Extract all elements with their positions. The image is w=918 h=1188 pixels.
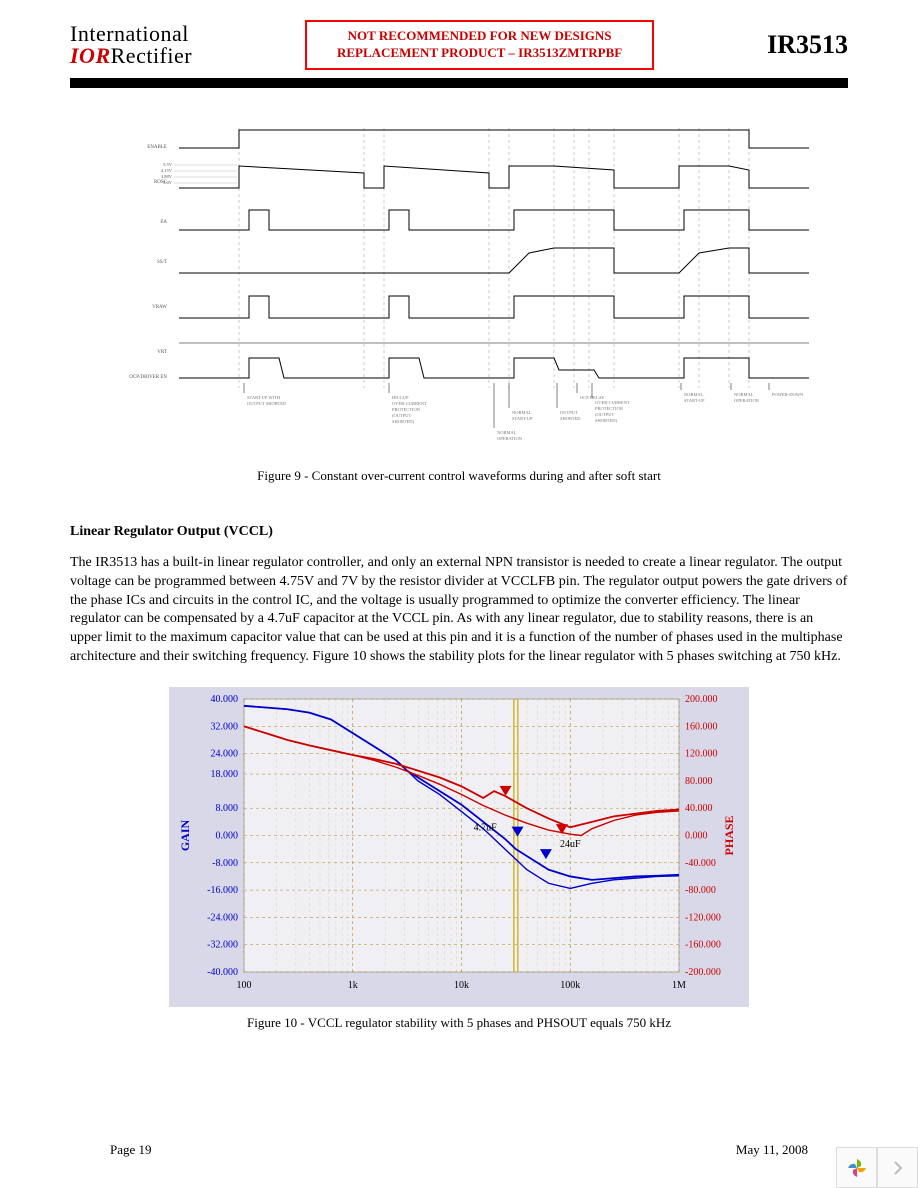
svg-text:-200.000: -200.000 bbox=[685, 967, 721, 978]
svg-text:OVER-CURRENT: OVER-CURRENT bbox=[392, 401, 427, 406]
footer-date: May 11, 2008 bbox=[736, 1142, 808, 1158]
warning-line2: REPLACEMENT PRODUCT – IR3513ZMTRPBF bbox=[337, 45, 622, 62]
svg-text:ROSC: ROSC bbox=[154, 180, 168, 185]
svg-text:1M: 1M bbox=[672, 980, 686, 991]
svg-text:40.000: 40.000 bbox=[211, 694, 239, 705]
figure9-caption: Figure 9 - Constant over-current control… bbox=[70, 468, 848, 484]
svg-text:5.5V: 5.5V bbox=[163, 162, 173, 167]
svg-text:OUTPUT: OUTPUT bbox=[560, 410, 578, 415]
svg-text:NORMAL: NORMAL bbox=[734, 392, 754, 397]
svg-text:NORMAL: NORMAL bbox=[684, 392, 704, 397]
svg-text:-40.000: -40.000 bbox=[207, 967, 238, 978]
svg-text:-8.000: -8.000 bbox=[212, 858, 238, 869]
svg-text:100: 100 bbox=[237, 980, 252, 991]
svg-text:OPERATION: OPERATION bbox=[497, 436, 523, 441]
svg-text:8.000: 8.000 bbox=[216, 803, 239, 814]
svg-text:PROTECTION: PROTECTION bbox=[595, 406, 624, 411]
svg-text:SHORTED): SHORTED) bbox=[595, 418, 617, 423]
svg-text:START-UP: START-UP bbox=[684, 398, 705, 403]
svg-text:32.000: 32.000 bbox=[211, 721, 239, 732]
svg-text:1k: 1k bbox=[348, 980, 358, 991]
header-row: International IORRectifier NOT RECOMMEND… bbox=[70, 20, 848, 70]
svg-text:3.88V: 3.88V bbox=[161, 174, 173, 179]
warning-line1: NOT RECOMMENDED FOR NEW DESIGNS bbox=[337, 28, 622, 45]
svg-text:-80.000: -80.000 bbox=[685, 885, 716, 896]
svg-text:GAIN: GAIN bbox=[178, 820, 192, 852]
svg-text:-32.000: -32.000 bbox=[207, 940, 238, 951]
corner-icons bbox=[836, 1147, 918, 1188]
svg-text:VRAW: VRAW bbox=[152, 305, 167, 310]
svg-text:200.000: 200.000 bbox=[685, 694, 718, 705]
logo-text-line1: International bbox=[70, 23, 192, 45]
svg-text:100k: 100k bbox=[560, 980, 580, 991]
svg-text:0.000: 0.000 bbox=[685, 831, 708, 842]
svg-text:4.7uF: 4.7uF bbox=[474, 823, 498, 834]
figure10-chart: 40.000 32.000 24.000 18.000 8.000 0.000 -8.000… bbox=[169, 687, 749, 1007]
svg-text:40.000: 40.000 bbox=[685, 803, 713, 814]
svg-text:120.000: 120.000 bbox=[685, 749, 718, 760]
svg-text:START-UP: START-UP bbox=[512, 416, 533, 421]
svg-text:0.000: 0.000 bbox=[216, 831, 239, 842]
svg-text:OUTPUT SHORTED: OUTPUT SHORTED bbox=[247, 401, 287, 406]
svg-text:4.15V: 4.15V bbox=[161, 168, 173, 173]
svg-text:OVER-CURRENT: OVER-CURRENT bbox=[595, 400, 630, 405]
svg-text:POWER-DOWN: POWER-DOWN bbox=[772, 392, 804, 397]
svg-text:-160.000: -160.000 bbox=[685, 940, 721, 951]
svg-text:HICCUP: HICCUP bbox=[392, 395, 409, 400]
logo-ior: IOR bbox=[70, 43, 111, 68]
svg-text:24.000: 24.000 bbox=[211, 749, 239, 760]
svg-text:-16.000: -16.000 bbox=[207, 885, 238, 896]
section-body: The IR3513 has a built-in linear regulat… bbox=[70, 554, 848, 667]
svg-text:ENABLE: ENABLE bbox=[147, 145, 167, 150]
section-heading: Linear Regulator Output (VCCL) bbox=[70, 524, 848, 540]
svg-text:SHORTED): SHORTED) bbox=[392, 419, 414, 424]
header-divider bbox=[70, 78, 848, 88]
svg-text:PROTECTION: PROTECTION bbox=[392, 407, 421, 412]
logo-text-line2: IORRectifier bbox=[70, 45, 192, 67]
part-number: IR3513 bbox=[767, 30, 848, 60]
svg-text:-120.000: -120.000 bbox=[685, 913, 721, 924]
svg-text:START-UP WITH: START-UP WITH bbox=[247, 395, 281, 400]
svg-text:SHORTED: SHORTED bbox=[560, 416, 581, 421]
svg-text:10k: 10k bbox=[454, 980, 469, 991]
figure9-waveforms: 5.5V4.15V3.88V3.4VENABLEROSCEASS/TVRAWVR… bbox=[109, 118, 809, 458]
page: International IORRectifier NOT RECOMMEND… bbox=[0, 0, 918, 1188]
svg-text:18.000: 18.000 bbox=[211, 769, 239, 780]
svg-text:OPERATION: OPERATION bbox=[734, 398, 760, 403]
svg-text:EA: EA bbox=[160, 220, 167, 225]
svg-text:80.000: 80.000 bbox=[685, 776, 713, 787]
logo-rectifier: Rectifier bbox=[111, 43, 192, 68]
svg-text:VRT: VRT bbox=[157, 350, 167, 355]
footer-page: Page 19 bbox=[110, 1142, 152, 1158]
svg-text:(OUTPUT: (OUTPUT bbox=[392, 413, 411, 418]
svg-text:PHASE: PHASE bbox=[722, 816, 736, 856]
warning-box: NOT RECOMMENDED FOR NEW DESIGNS REPLACEM… bbox=[305, 20, 654, 70]
pinwheel-icon[interactable] bbox=[836, 1147, 877, 1188]
figure10-chart-wrap: 40.000 32.000 24.000 18.000 8.000 0.000 -8.000… bbox=[169, 687, 749, 1007]
svg-text:SS/T: SS/T bbox=[157, 260, 167, 265]
svg-text:24uF: 24uF bbox=[560, 839, 581, 850]
company-logo: International IORRectifier bbox=[70, 23, 192, 67]
svg-text:-40.000: -40.000 bbox=[685, 858, 716, 869]
svg-text:OCP/DRIVER EN: OCP/DRIVER EN bbox=[129, 375, 167, 380]
svg-text:NORMAL: NORMAL bbox=[497, 430, 517, 435]
svg-text:(OUTPUT: (OUTPUT bbox=[595, 412, 614, 417]
figure10-caption: Figure 10 - VCCL regulator stability wit… bbox=[70, 1015, 848, 1031]
page-footer: Page 19 May 11, 2008 bbox=[110, 1142, 808, 1158]
svg-text:160.000: 160.000 bbox=[685, 721, 718, 732]
next-page-icon[interactable] bbox=[877, 1147, 918, 1188]
svg-text:-24.000: -24.000 bbox=[207, 913, 238, 924]
svg-text:NORMAL: NORMAL bbox=[512, 410, 532, 415]
